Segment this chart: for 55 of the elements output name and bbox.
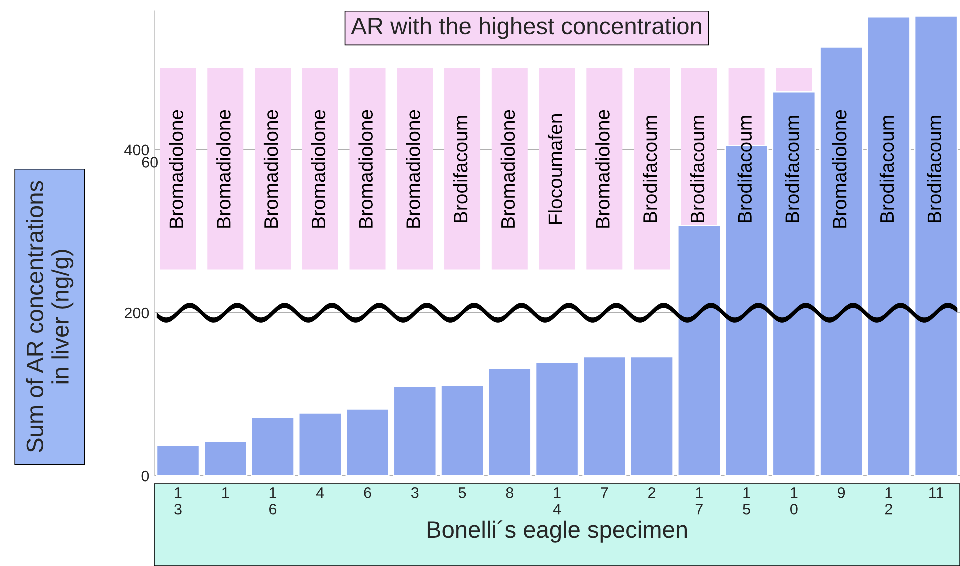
bar: [914, 16, 958, 476]
x-tick-label: 1 2: [885, 488, 892, 515]
bar: [250, 416, 296, 476]
annotation: Bromadiolone: [264, 110, 278, 228]
bar: [393, 386, 438, 476]
annotation: Brodifacoum: [927, 116, 942, 222]
annotation: Bromadiolone: [500, 110, 516, 228]
bar: [630, 356, 674, 476]
x-tick-label: 1 7: [696, 488, 703, 515]
x-tick-label: 1: [222, 488, 230, 498]
chart-title: AR with the highest concentration: [351, 17, 702, 40]
annotation: Brodifacoum: [453, 116, 468, 222]
bar: [346, 408, 390, 476]
bar: [820, 46, 864, 476]
x-tick-label: 1 5: [743, 488, 750, 515]
y-axis-title: Sum of AR concentrations in liver (ng/g): [26, 181, 74, 452]
x-tick-label: 4: [316, 488, 324, 498]
bar: [535, 362, 580, 476]
annotation: Bromadiolone: [311, 110, 326, 228]
x-tick-label: 11: [930, 488, 944, 498]
annotation: Brodifacoum: [785, 116, 800, 222]
bar: [582, 356, 627, 476]
y-tick-label: 400: [124, 144, 150, 156]
annotation: Bromadiolone: [832, 110, 847, 228]
annotation: Brodifacoum: [738, 116, 752, 222]
y-tick-label: 200: [124, 308, 150, 319]
bar: [298, 412, 342, 476]
annotation: Brodifacoum: [642, 116, 658, 222]
x-tick-label: 1 3: [174, 488, 182, 515]
annotation: Bromadiolone: [358, 110, 373, 228]
y-tick-label: 0: [142, 470, 150, 482]
x-tick-label: 7: [601, 488, 608, 498]
annotation: Bromadiolone: [216, 110, 231, 228]
x-tick-label: 1 4: [553, 488, 562, 515]
bar: [866, 16, 911, 476]
annotation: Bromadiolone: [169, 110, 184, 228]
bar: [204, 441, 248, 476]
x-tick-label: 2: [648, 488, 656, 498]
annotation: Brodifacoum: [880, 116, 894, 222]
annotation: 60: [142, 157, 158, 168]
annotation: Flocoumafen: [548, 114, 562, 224]
annotation: Bromadiolone: [406, 110, 420, 228]
x-axis-title: Bonelli´s eagle specimen: [428, 520, 687, 543]
annotation: Brodifacoum: [690, 116, 705, 222]
bar: [488, 368, 532, 476]
annotation: Bromadiolone: [596, 110, 610, 228]
x-tick-label: 6: [364, 488, 372, 498]
x-tick-label: 3: [411, 488, 419, 498]
x-tick-label: 1 0: [790, 488, 798, 515]
bar: [440, 384, 485, 476]
x-tick-label: 8: [506, 488, 514, 498]
bar: [156, 445, 200, 476]
x-tick-label: 9: [838, 488, 846, 498]
x-tick-label: 1 6: [270, 488, 277, 515]
x-tick-label: 5: [458, 488, 466, 498]
